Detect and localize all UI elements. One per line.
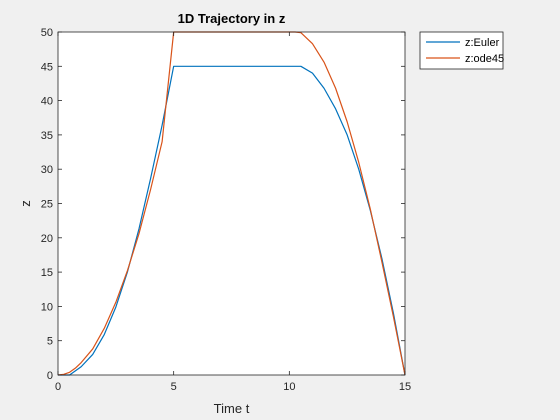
series-line-z-euler: [58, 65, 406, 376]
x-tick-label: 0: [55, 381, 61, 393]
y-tick-label: 50: [41, 27, 53, 39]
y-tick-label: 5: [47, 336, 53, 348]
legend-label-euler: z:Euler: [465, 37, 500, 49]
x-tick-label: 10: [283, 381, 295, 393]
x-axis-label: Time t: [214, 401, 250, 416]
x-ticks: 0 5 10 15: [55, 32, 411, 393]
y-tick-label: 0: [47, 370, 53, 382]
y-tick-label: 15: [41, 267, 53, 279]
y-tick-label: 45: [41, 61, 53, 73]
legend-box: [419, 31, 504, 70]
y-tick-label: 10: [41, 301, 53, 313]
plot-area: [58, 32, 405, 375]
y-tick-label: 20: [41, 233, 53, 245]
y-tick-label: 40: [41, 96, 53, 108]
x-tick-label: 15: [399, 381, 411, 393]
y-tick-label: 35: [41, 130, 53, 142]
legend: z:Euler z:ode45: [419, 31, 504, 70]
y-tick-label: 30: [41, 164, 53, 176]
chart-title: 1D Trajectory in z: [178, 11, 286, 26]
y-axis-label: z: [18, 200, 33, 207]
y-tick-label: 25: [41, 199, 53, 211]
legend-label-ode45: z:ode45: [465, 53, 504, 65]
x-tick-label: 5: [171, 381, 177, 393]
y-ticks: 0 5 10 15 20 25 30 35 40 45 50: [41, 27, 405, 382]
